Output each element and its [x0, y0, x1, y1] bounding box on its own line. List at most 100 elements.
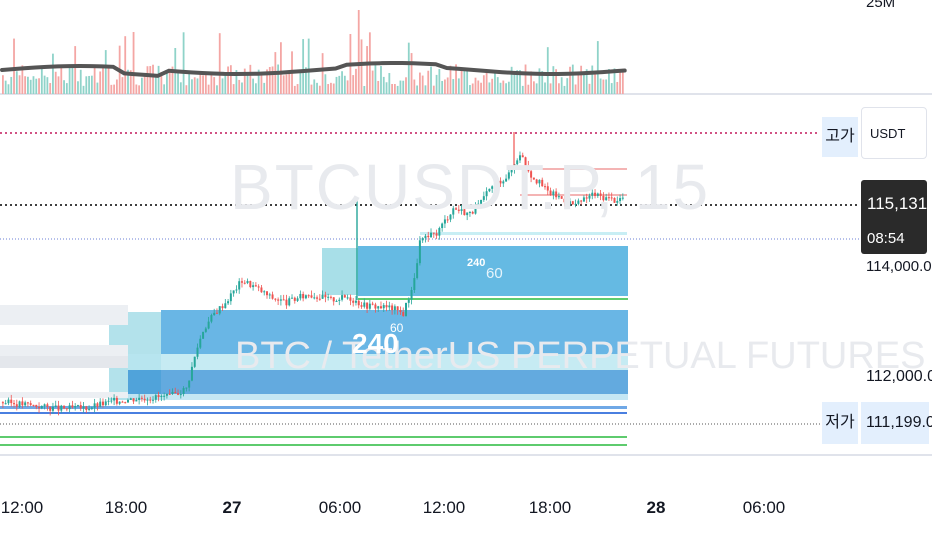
volume-bar — [27, 76, 29, 94]
candle-body — [552, 191, 555, 195]
volume-bar — [2, 75, 4, 94]
order-block-zone — [128, 354, 628, 370]
volume-axis-label: 25M — [866, 0, 896, 11]
candle-body — [224, 303, 227, 309]
candle-body — [385, 305, 388, 308]
volume-bar — [252, 78, 254, 94]
volume-bar — [43, 75, 46, 94]
volume-bar — [85, 76, 88, 94]
volume-bar — [466, 69, 469, 94]
volume-bar — [393, 84, 396, 94]
volume-bar — [330, 82, 332, 94]
countdown-timer: 08:54 — [867, 230, 905, 247]
volume-bar — [121, 77, 124, 94]
volume-bar — [427, 70, 430, 94]
candle-body — [354, 300, 357, 303]
volume-bar — [449, 65, 452, 94]
volume-bar — [263, 82, 266, 94]
demand-line — [0, 444, 627, 446]
candle-body — [321, 294, 324, 299]
candle-body — [171, 391, 174, 394]
volume-bar — [138, 85, 141, 94]
candle-body — [110, 400, 113, 402]
candle-body — [90, 407, 93, 409]
volume-bar — [238, 79, 241, 94]
candle-body — [263, 291, 266, 293]
candle-body — [541, 179, 544, 187]
volume-bar — [463, 68, 466, 94]
candle-body — [460, 209, 463, 211]
volume-bar — [224, 75, 227, 94]
volume-bar — [496, 77, 499, 94]
candle-body — [160, 395, 163, 398]
time-axis-label: 27 — [222, 498, 242, 517]
volume-bar — [413, 79, 416, 94]
candle-body — [427, 235, 430, 238]
candle-body — [118, 401, 121, 404]
volume-bar — [32, 76, 35, 94]
volume-bar — [591, 65, 594, 94]
volume-bar — [474, 77, 477, 94]
candle-body — [149, 399, 152, 401]
order-block-zone — [0, 305, 128, 325]
candle-body — [246, 280, 249, 284]
volume-bar — [35, 78, 38, 94]
time-axis-label: 28 — [646, 498, 666, 517]
volume-bar — [385, 82, 388, 94]
volume-bar — [141, 77, 143, 94]
candle-body — [391, 305, 394, 311]
candle-body — [596, 193, 599, 196]
volume-bar — [24, 76, 27, 94]
candle-body — [524, 157, 527, 166]
volume-bar — [343, 75, 346, 94]
volume-bar — [227, 66, 229, 94]
volume-bar — [410, 53, 413, 94]
candle-body — [177, 393, 180, 395]
candle-body — [218, 306, 221, 314]
candle-body — [74, 406, 77, 408]
volume-bar — [396, 85, 399, 94]
candle-body — [121, 401, 124, 403]
volume-bar — [407, 42, 410, 94]
volume-bar — [435, 74, 438, 94]
zone-label-upper-60: 60 — [486, 265, 503, 282]
candle-body — [185, 387, 188, 389]
candle-body — [441, 223, 444, 229]
candle-body — [607, 197, 610, 199]
candle-body — [352, 300, 355, 303]
volume-bar — [90, 75, 93, 94]
currency-badge[interactable]: USDT — [861, 107, 927, 159]
volume-bar — [218, 33, 221, 94]
volume-bar — [477, 80, 480, 94]
volume-bar — [544, 82, 546, 94]
time-axis-label: 06:00 — [318, 498, 362, 517]
candle-body — [288, 298, 291, 306]
volume-bar — [577, 73, 580, 94]
candle-body — [107, 400, 110, 402]
volume-bar — [357, 10, 360, 94]
volume-bar — [594, 71, 596, 94]
candle-body — [518, 155, 521, 161]
candle-body — [363, 302, 366, 307]
candle-body — [416, 263, 419, 279]
candle-body — [190, 366, 193, 381]
candle-body — [88, 408, 91, 410]
volume-bar — [65, 83, 68, 94]
candle-body — [402, 311, 405, 316]
candle-body — [599, 193, 602, 196]
resistance-zone — [520, 168, 627, 170]
order-block-zone — [358, 246, 628, 296]
last-price-value: 115,131.6 — [867, 194, 932, 213]
volume-bar — [583, 74, 585, 94]
volume-bar — [374, 64, 377, 94]
candle-body — [232, 290, 235, 294]
volume-bar — [535, 83, 538, 94]
candle-body — [413, 278, 416, 291]
volume-bar — [71, 67, 74, 94]
order-block-zone — [128, 394, 628, 400]
volume-bar — [113, 84, 115, 94]
candle-body — [471, 211, 474, 214]
candle-body — [60, 405, 63, 411]
